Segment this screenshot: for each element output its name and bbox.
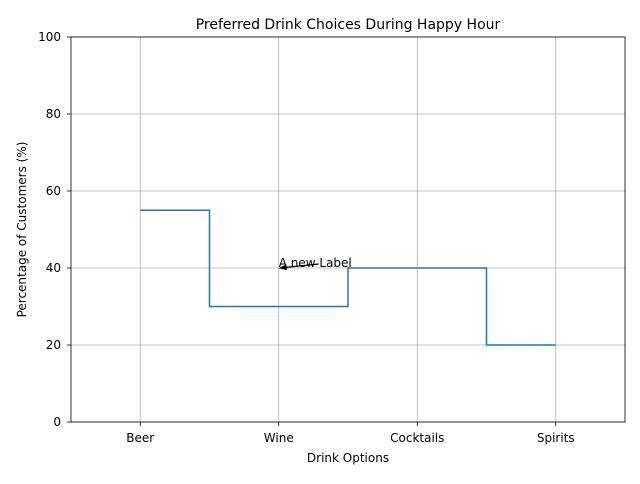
series-step-line: [140, 209, 556, 346]
grid-lines: [71, 36, 625, 423]
y-tick-label: 60: [46, 184, 61, 198]
annotation-arrow: [278, 263, 319, 271]
axes: Beer Wine Cocktails Spirits 0 20 40 60 80 100: [38, 30, 626, 445]
y-tick-label: 0: [53, 415, 61, 429]
y-tick-label: 20: [46, 338, 61, 352]
x-tick-label: Cocktails: [390, 431, 444, 445]
x-tick-label: Spirits: [537, 431, 575, 445]
x-axis-label: Drink Options: [307, 451, 389, 465]
y-tick-label: 40: [46, 261, 61, 275]
y-axis-label: Percentage of Customers (%): [15, 142, 29, 318]
data-series: [140, 209, 556, 346]
annotation-label: A new Label: [279, 256, 352, 270]
chart-title: Preferred Drink Choices During Happy Hou…: [196, 17, 501, 33]
x-tick-label: Wine: [264, 431, 294, 445]
y-tick-label: 80: [46, 107, 61, 121]
y-tick-label: 100: [38, 30, 61, 44]
x-tick-label: Beer: [126, 431, 154, 445]
plot-frame: [70, 36, 626, 423]
annotation: A new Label: [278, 256, 352, 271]
